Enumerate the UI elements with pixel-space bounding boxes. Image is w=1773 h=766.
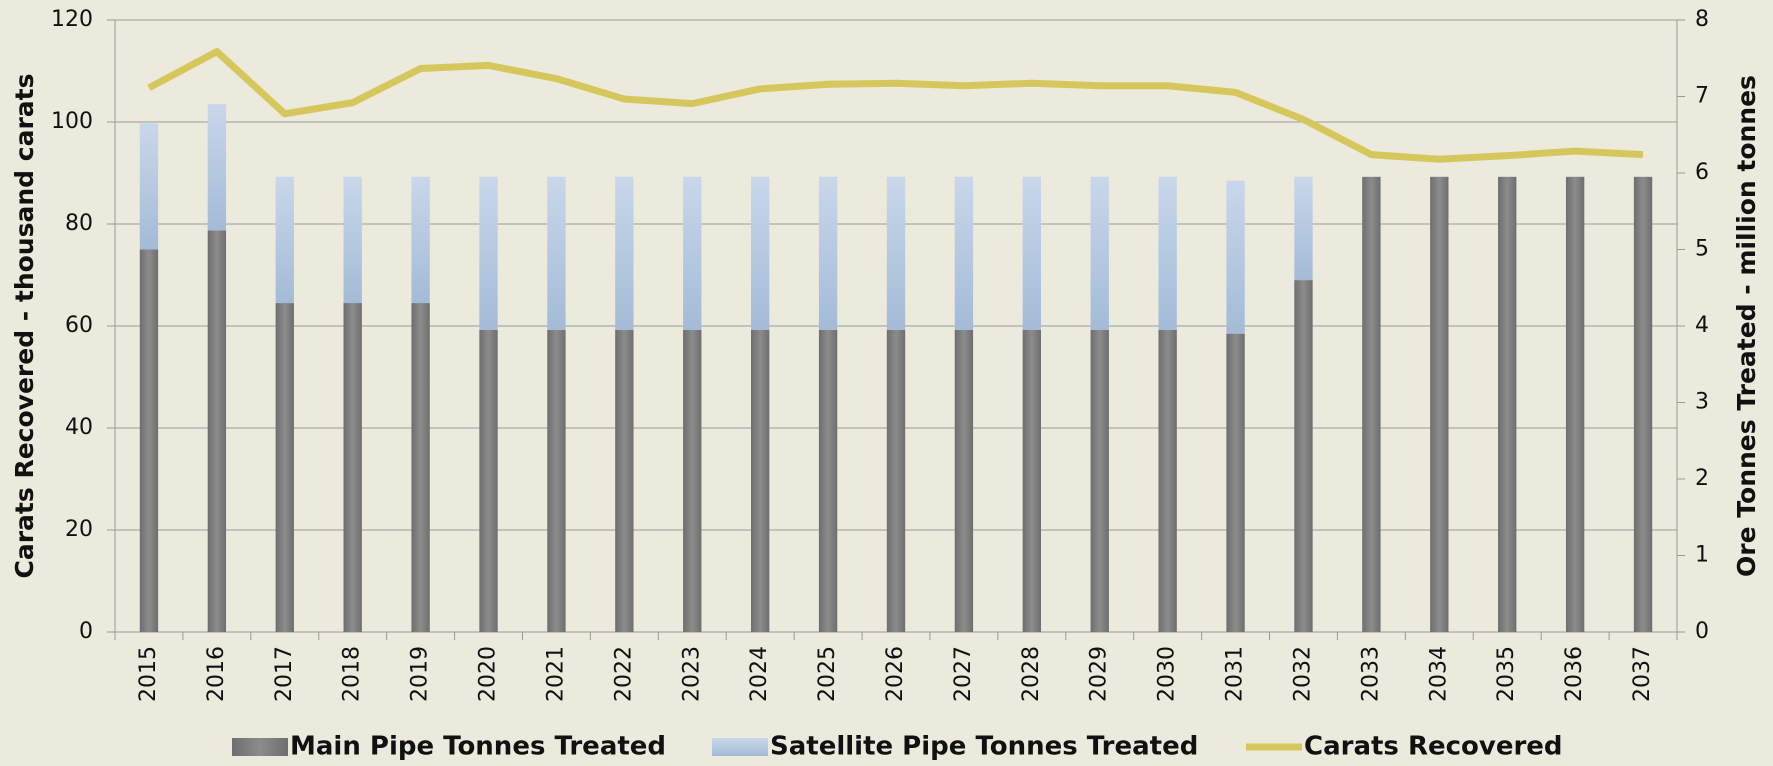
bar xyxy=(275,303,294,632)
x-tick-label: 2037 xyxy=(1630,646,1655,702)
bar xyxy=(818,329,838,632)
y-axis-title: Carats Recovered - thousand carats xyxy=(10,74,39,579)
x-tick-label: 2022 xyxy=(611,646,636,702)
x-tick-label: 2028 xyxy=(1019,646,1044,702)
bar xyxy=(683,329,702,632)
x-tick-label: 2030 xyxy=(1155,646,1180,702)
y-tick-label: 80 xyxy=(65,211,93,236)
bar xyxy=(954,176,974,330)
bar xyxy=(343,303,362,632)
x-tick-label: 2018 xyxy=(340,646,365,702)
x-tick-label: 2019 xyxy=(408,646,433,702)
y2-tick-label: 4 xyxy=(1695,313,1709,338)
line xyxy=(147,48,1644,163)
x-tick-label: 2036 xyxy=(1562,646,1587,702)
bar xyxy=(1226,333,1245,632)
y-tick-label: 0 xyxy=(79,619,93,644)
legend-label: Satellite Pipe Tonnes Treated xyxy=(770,732,1198,762)
legend-swatch xyxy=(232,738,288,756)
bar xyxy=(1158,329,1177,632)
y-tick-label: 100 xyxy=(51,109,93,134)
y2-tick-label: 6 xyxy=(1695,160,1709,185)
bar xyxy=(751,329,770,632)
bar xyxy=(886,329,906,632)
bar xyxy=(1362,176,1381,632)
legend-label: Carats Recovered xyxy=(1304,732,1563,762)
bar xyxy=(479,329,498,632)
bar xyxy=(479,176,498,330)
bar xyxy=(1090,329,1109,632)
legend-label: Main Pipe Tonnes Treated xyxy=(290,732,666,762)
bar xyxy=(139,249,159,632)
bar xyxy=(615,329,634,632)
bar xyxy=(1022,329,1041,632)
y2-tick-label: 5 xyxy=(1695,237,1709,262)
bar xyxy=(411,303,430,632)
bar xyxy=(411,176,430,304)
bar xyxy=(954,329,974,632)
bar xyxy=(886,176,906,330)
x-tick-label: 2015 xyxy=(136,646,161,702)
bar xyxy=(275,176,294,304)
x-tick-label: 2023 xyxy=(679,646,704,702)
y2-tick-label: 7 xyxy=(1695,84,1709,109)
x-tick-label: 2034 xyxy=(1426,646,1451,702)
y-tick-label: 120 xyxy=(51,7,93,32)
bar xyxy=(1022,176,1041,330)
bar xyxy=(818,176,838,330)
x-tick-label: 2031 xyxy=(1223,646,1248,702)
x-tick-label: 2027 xyxy=(951,646,976,702)
x-tick-label: 2035 xyxy=(1494,646,1519,702)
bar xyxy=(1090,176,1109,330)
y2-tick-label: 1 xyxy=(1695,543,1709,568)
bar xyxy=(1294,176,1313,281)
y-tick-label: 40 xyxy=(65,415,93,440)
bar xyxy=(683,176,702,330)
x-tick-label: 2017 xyxy=(272,646,297,702)
bar xyxy=(547,176,566,330)
x-tick-label: 2025 xyxy=(815,646,840,702)
bar xyxy=(207,230,227,632)
bar xyxy=(1633,176,1653,632)
x-tick-label: 2026 xyxy=(883,646,908,702)
bar xyxy=(615,176,634,330)
y2-axis-title: Ore Tonnes Treated - million tonnes xyxy=(1732,75,1761,577)
y-tick-label: 20 xyxy=(65,517,93,542)
x-tick-label: 2020 xyxy=(476,646,501,702)
bar xyxy=(547,329,566,632)
bar xyxy=(1294,280,1313,632)
bar xyxy=(139,123,159,250)
y2-tick-label: 3 xyxy=(1695,390,1709,415)
x-tick-label: 2021 xyxy=(543,646,568,702)
x-tick-label: 2033 xyxy=(1358,646,1383,702)
x-tick-label: 2016 xyxy=(204,646,229,702)
y2-tick-label: 0 xyxy=(1695,619,1709,644)
x-tick-label: 2032 xyxy=(1290,646,1315,702)
bar xyxy=(1430,176,1449,632)
y-tick-label: 60 xyxy=(65,313,93,338)
bar xyxy=(1226,180,1245,334)
legend-swatch xyxy=(712,738,768,756)
bar xyxy=(1565,176,1585,632)
bar xyxy=(1158,176,1177,330)
bar xyxy=(751,176,770,330)
y2-tick-label: 8 xyxy=(1695,7,1709,32)
bar xyxy=(1498,176,1517,632)
y2-tick-label: 2 xyxy=(1695,466,1709,491)
bar xyxy=(343,176,362,304)
x-tick-label: 2029 xyxy=(1087,646,1112,702)
x-tick-label: 2024 xyxy=(747,646,772,702)
bar xyxy=(207,104,227,231)
